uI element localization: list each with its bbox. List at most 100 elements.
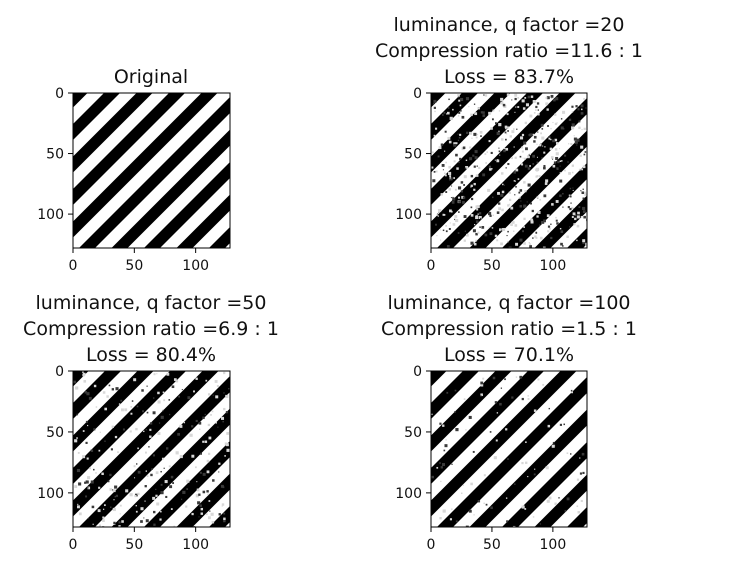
noise-speck	[77, 451, 80, 454]
noise-speck	[470, 482, 473, 486]
noise-speck	[470, 241, 474, 245]
noise-speck	[457, 94, 460, 97]
noise-speck	[458, 99, 461, 102]
noise-speck	[578, 206, 581, 208]
noise-speck	[477, 213, 479, 215]
noise-speck	[555, 142, 559, 145]
noise-speck	[157, 391, 160, 395]
noise-speck	[507, 458, 509, 460]
noise-speck	[480, 393, 483, 397]
noise-speck	[550, 94, 554, 98]
noise-speck	[524, 508, 527, 510]
x-tick-label: 50	[125, 258, 143, 274]
noise-speck	[171, 385, 175, 389]
noise-speck	[168, 413, 171, 416]
noise-speck	[533, 140, 536, 143]
noise-speck	[216, 385, 219, 388]
noise-speck	[547, 424, 551, 428]
noise-speck	[538, 175, 541, 178]
noise-speck	[449, 177, 451, 179]
noise-speck	[511, 396, 514, 399]
noise-speck	[528, 242, 530, 244]
noise-speck	[490, 226, 492, 228]
noise-speck	[573, 208, 575, 210]
noise-speck	[447, 136, 451, 140]
noise-speck	[145, 470, 147, 472]
noise-speck	[519, 189, 523, 192]
noise-speck	[521, 133, 525, 137]
noise-speck	[521, 99, 525, 103]
noise-speck	[106, 395, 109, 398]
noise-speck	[567, 161, 569, 163]
noise-speck	[546, 214, 550, 218]
noise-speck	[162, 409, 164, 412]
noise-speck	[527, 183, 531, 187]
noise-speck	[211, 410, 214, 413]
axes-frame	[430, 92, 588, 249]
noise-speck	[83, 380, 87, 383]
noise-speck	[166, 447, 169, 450]
noise-speck	[491, 227, 494, 229]
noise-speck	[473, 182, 476, 186]
noise-speck	[534, 468, 536, 470]
noise-speck	[507, 126, 510, 129]
noise-speck	[480, 395, 482, 397]
y-tick-label: 100	[395, 207, 422, 223]
noise-speck	[498, 110, 501, 112]
noise-speck	[567, 206, 570, 209]
noise-speck	[543, 219, 546, 223]
stripe	[600, 215, 736, 527]
noise-speck	[447, 107, 450, 109]
noise-speck	[124, 408, 128, 412]
noise-speck	[87, 476, 91, 480]
noise-speck	[537, 210, 541, 214]
noise-speck	[559, 194, 562, 197]
noise-speck	[574, 217, 577, 221]
stripe	[665, 0, 736, 248]
noise-speck	[218, 513, 221, 516]
noise-speck	[507, 130, 509, 132]
noise-speck	[539, 198, 542, 201]
noise-speck	[494, 401, 498, 404]
noise-speck	[489, 214, 492, 217]
noise-speck	[564, 154, 567, 157]
noise-speck	[554, 148, 558, 151]
noise-speck	[522, 157, 524, 159]
noise-speck	[208, 452, 211, 455]
noise-speck	[109, 488, 113, 491]
noise-speck	[533, 135, 537, 139]
noise-speck	[93, 384, 97, 388]
noise-speck	[506, 133, 508, 135]
noise-speck	[450, 197, 452, 199]
noise-speck	[498, 207, 502, 211]
noise-speck	[444, 444, 448, 448]
noise-speck	[583, 153, 586, 156]
noise-speck	[585, 242, 587, 246]
noise-speck	[511, 99, 513, 101]
noise-speck	[515, 168, 519, 172]
noise-speck	[521, 150, 524, 153]
noise-speck	[476, 165, 478, 167]
noise-speck	[583, 215, 586, 219]
stripe	[730, 215, 736, 527]
stripe	[73, 93, 120, 140]
noise-speck	[536, 156, 538, 158]
stripe	[697, 0, 736, 248]
noise-speck	[446, 391, 449, 394]
noise-speck	[436, 235, 438, 237]
noise-speck	[75, 386, 79, 390]
noise-speck	[465, 97, 470, 101]
stripe	[600, 0, 736, 248]
noise-speck	[137, 492, 140, 496]
noise-speck	[508, 246, 512, 248]
noise-speck	[532, 163, 535, 165]
stripe	[73, 371, 154, 452]
noise-speck	[220, 416, 225, 420]
noise-speck	[522, 230, 525, 233]
noise-speck	[82, 430, 85, 432]
y-tick-label: 50	[404, 147, 422, 163]
noise-speck	[583, 97, 586, 100]
noise-speck	[500, 138, 504, 141]
noise-speck	[137, 470, 141, 474]
stripe	[567, 228, 587, 248]
